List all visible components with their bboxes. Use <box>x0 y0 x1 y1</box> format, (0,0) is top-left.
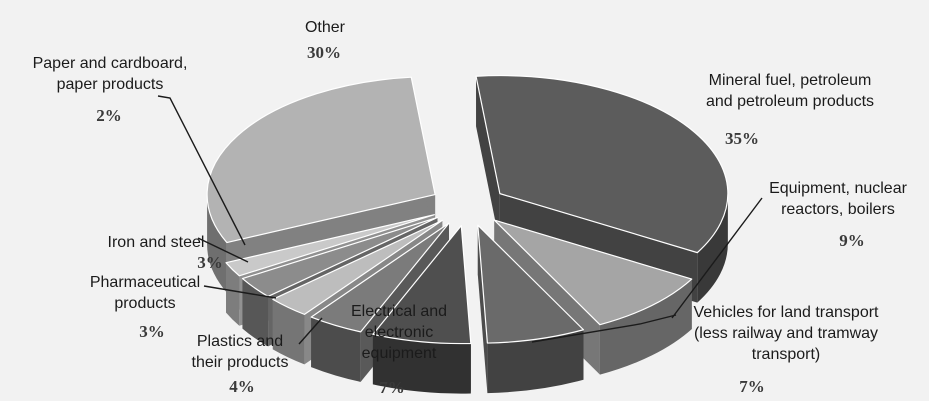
leader-line <box>531 314 677 343</box>
pie-slice <box>477 224 585 394</box>
slice-percent-label: 7% <box>379 378 405 397</box>
slice-percent-label: 4% <box>229 377 255 396</box>
slice-percent-label: 7% <box>739 377 765 396</box>
leader-line <box>197 237 249 263</box>
leader-line <box>157 95 246 246</box>
slice-percent-label: 35% <box>725 129 759 148</box>
slice-label: Vehicles for land transport (less railway… <box>694 304 880 363</box>
slice-label: Mineral fuel, petroleum and petroleum pro… <box>706 72 874 110</box>
leader-line <box>671 197 763 319</box>
leader-line <box>298 317 323 345</box>
slice-percent-label: 3% <box>139 322 165 341</box>
slice-label: Electrical and electronic equipment <box>351 303 447 362</box>
slice-percent-label: 2% <box>96 106 122 125</box>
slice-percent-label: 30% <box>307 43 341 62</box>
slice-label: Equipment, nuclear reactors, boilers <box>769 180 908 218</box>
slice-label: Iron and steel <box>108 234 205 251</box>
slice-percent-label: 3% <box>197 253 223 272</box>
slice-label: Pharmaceutical products <box>90 274 200 312</box>
leader-line <box>203 285 277 299</box>
slice-label: Other <box>305 19 346 36</box>
slice-label: Paper and cardboard, paper products <box>33 55 188 93</box>
pie-slice <box>372 224 472 394</box>
slice-label: Plastics and their products <box>192 333 289 371</box>
slice-percent-label: 9% <box>839 231 865 250</box>
